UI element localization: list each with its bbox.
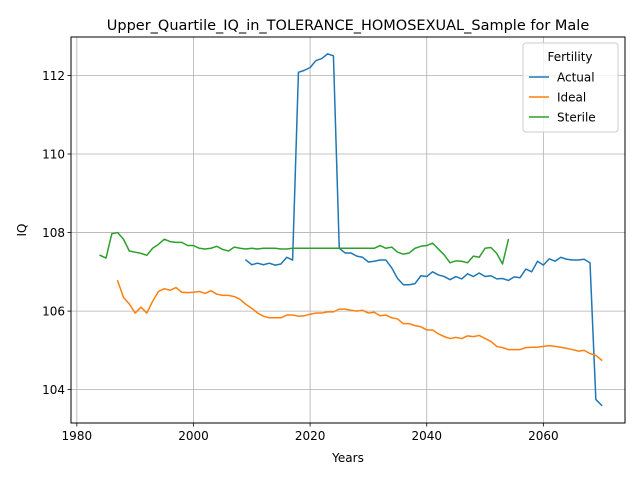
y-axis-label: IQ <box>15 224 29 237</box>
series-layer <box>99 53 603 407</box>
series-line-sterile <box>99 231 510 265</box>
x-tick-label: 2040 <box>411 429 442 443</box>
series-line-ideal <box>116 279 603 362</box>
legend-title: Fertility <box>547 50 592 64</box>
x-tick-label: 2000 <box>178 429 209 443</box>
legend: Fertility Actual Ideal Sterile <box>522 42 619 133</box>
legend-label-ideal: Ideal <box>557 91 586 105</box>
series-line-actual <box>244 53 603 407</box>
y-tick-label: 110 <box>42 148 65 162</box>
y-tick-label: 112 <box>42 69 65 83</box>
x-tick-label: 1980 <box>62 429 93 443</box>
y-tick-label: 104 <box>42 383 65 397</box>
chart-title: Upper_Quartile_IQ_in_TOLERANCE_HOMOSEXUA… <box>107 18 590 34</box>
legend-label-actual: Actual <box>557 71 595 85</box>
y-tick-label: 108 <box>42 226 65 240</box>
ticks: 1980 2000 2020 2040 2060 104 106 108 110 112 <box>42 69 559 443</box>
y-tick-label: 106 <box>42 305 65 319</box>
x-tick-label: 2020 <box>295 429 326 443</box>
plot-frame <box>70 36 626 424</box>
legend-label-sterile: Sterile <box>557 111 596 125</box>
x-tick-label: 2060 <box>528 429 559 443</box>
x-axis-label: Years <box>331 451 364 465</box>
legend-box <box>522 42 619 133</box>
